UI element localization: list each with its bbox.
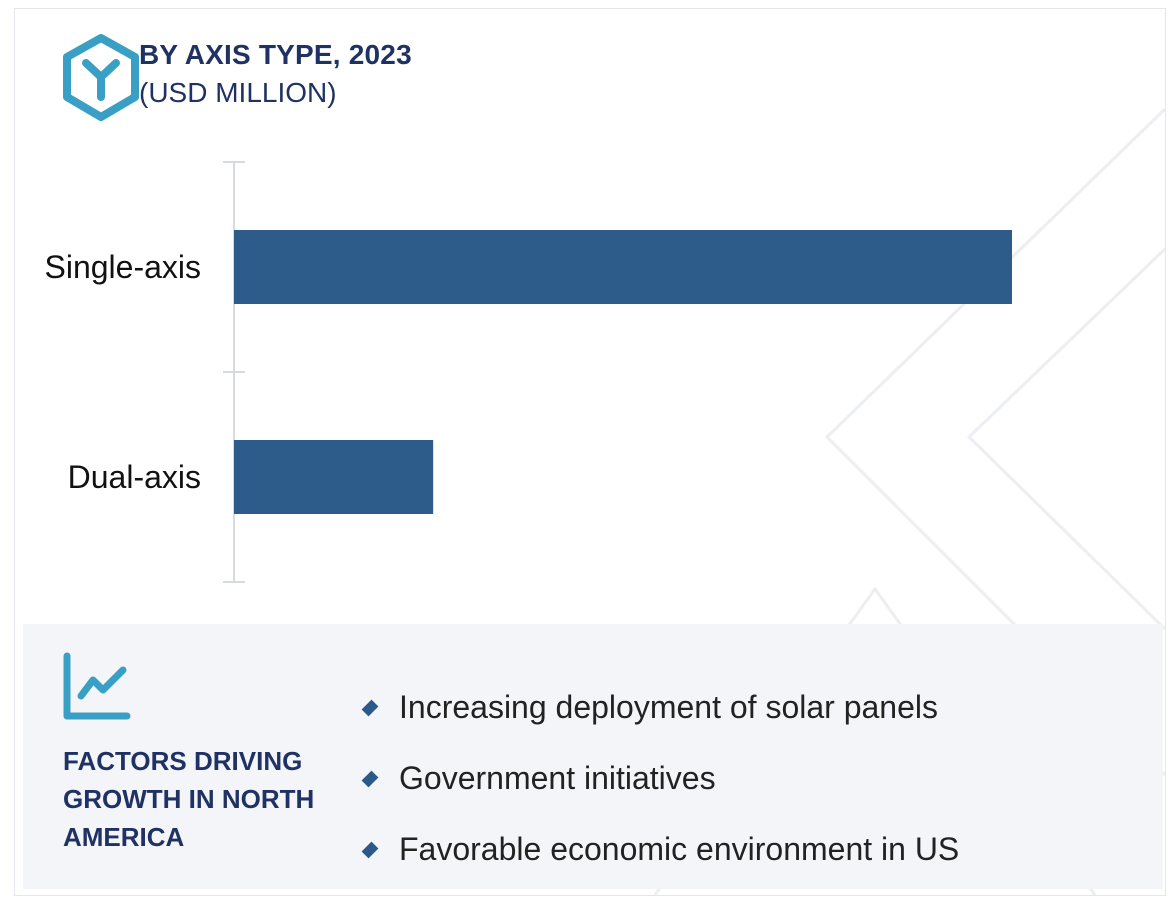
factor-text: Increasing deployment of solar panels — [399, 689, 938, 725]
chart-header — [61, 33, 761, 133]
category-label: Dual-axis — [68, 459, 201, 495]
factors-panel: FACTORS DRIVING GROWTH IN NORTH AMERICA … — [23, 624, 1163, 889]
category-label: Single-axis — [44, 249, 201, 285]
infographic-card: BY AXIS TYPE, 2023 (USD MILLION) Single-… — [14, 8, 1166, 896]
line-chart-icon — [63, 652, 131, 720]
factor-text: Favorable economic environment in US — [399, 831, 960, 867]
diamond-bullet-icon — [361, 770, 379, 787]
factor-text: Government initiatives — [399, 760, 716, 796]
axis-cube-icon — [63, 34, 139, 121]
factors-title: FACTORS DRIVING GROWTH IN NORTH AMERICA — [63, 746, 315, 852]
bar-single-axis — [234, 230, 1012, 304]
diamond-bullet-icon — [361, 841, 379, 858]
diamond-bullet-icon — [361, 699, 379, 716]
chart-title: BY AXIS TYPE, 2023 — [139, 39, 412, 70]
chart-subtitle: (USD MILLION) — [139, 77, 337, 108]
factor-list: Increasing deployment of solar panels Go… — [361, 672, 960, 885]
factor-item: Increasing deployment of solar panels — [361, 672, 959, 743]
factor-item: Government initiatives — [361, 743, 959, 814]
bar-dual-axis — [234, 440, 434, 514]
bar-chart: Single-axis Dual-axis — [44, 161, 1012, 583]
factor-item: Favorable economic environment in US — [361, 814, 960, 885]
